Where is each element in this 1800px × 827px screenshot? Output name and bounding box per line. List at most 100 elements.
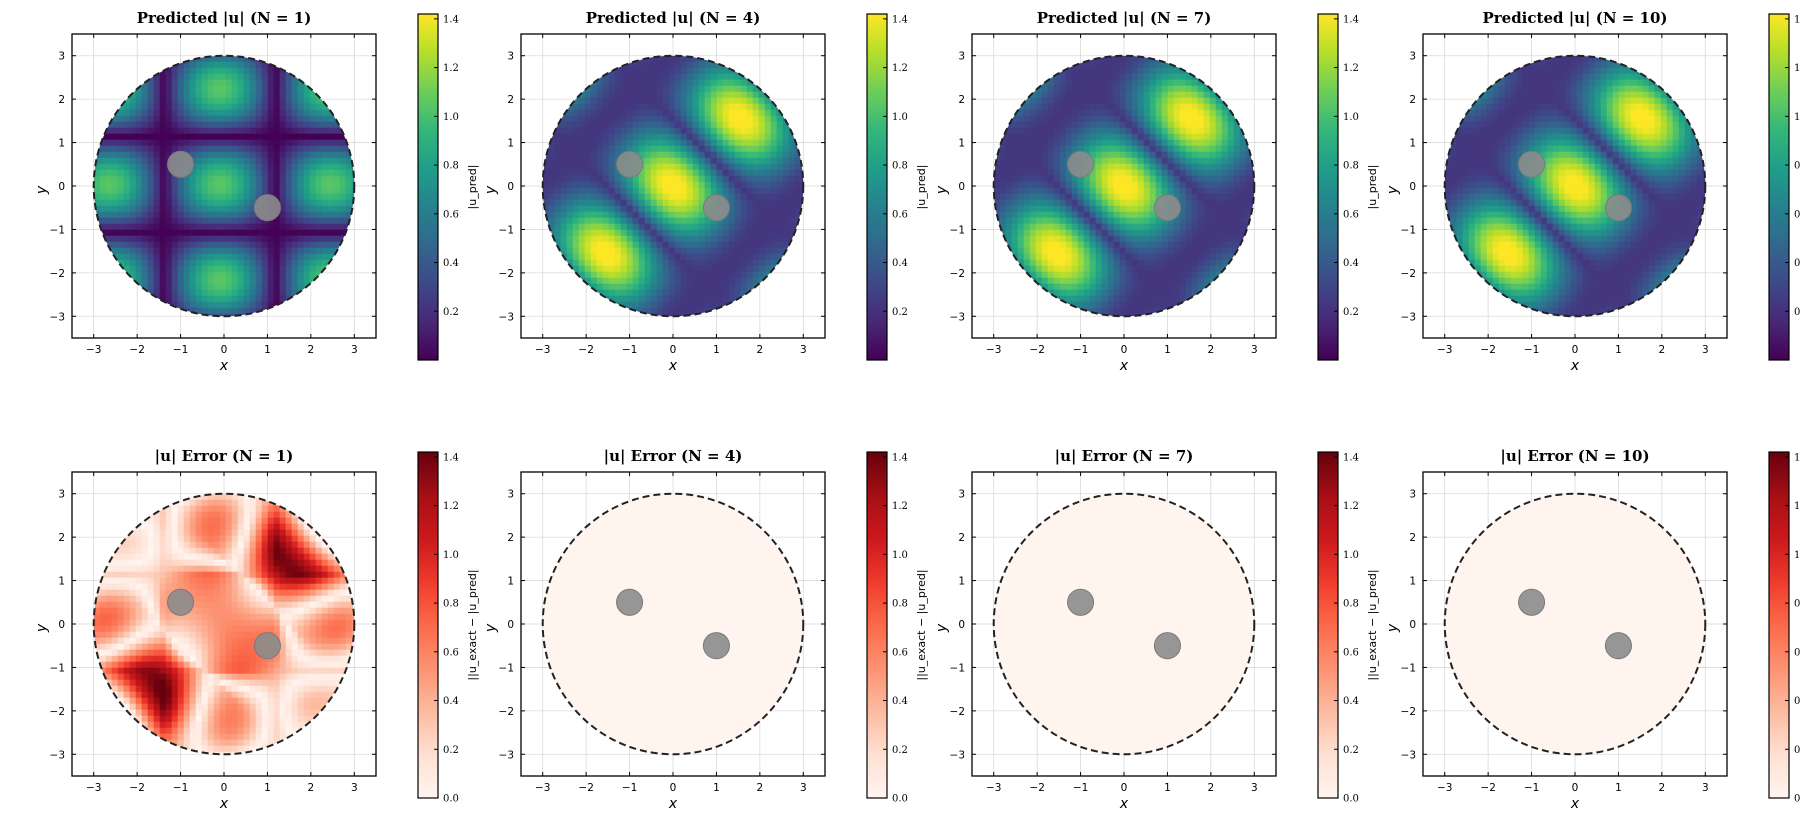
field-cell <box>1047 283 1055 291</box>
field-cell <box>572 103 580 111</box>
field-cell <box>656 187 664 195</box>
field-cell <box>740 217 748 225</box>
field-cell <box>560 259 568 267</box>
field-cell <box>153 223 161 231</box>
field-cell <box>315 97 323 105</box>
field-cell <box>1101 211 1109 219</box>
field-cell <box>746 313 754 317</box>
field-cell <box>1119 139 1127 147</box>
field-cell <box>656 313 664 317</box>
field-cell <box>578 133 586 141</box>
field-cell <box>794 181 802 189</box>
field-cell <box>644 73 652 81</box>
field-cell <box>183 175 191 183</box>
field-cell <box>123 313 131 317</box>
field-cell <box>668 187 676 195</box>
field-cell <box>1083 301 1091 309</box>
field-cell <box>237 181 245 189</box>
field-cell <box>794 127 802 135</box>
field-cell <box>147 109 155 117</box>
field-cell <box>662 133 670 141</box>
field-cell <box>207 67 215 75</box>
field-cell <box>321 175 329 183</box>
field-cell <box>548 259 556 267</box>
field-cell <box>728 235 736 243</box>
field-cell <box>734 229 742 237</box>
field-cell <box>644 187 652 195</box>
field-cell <box>237 199 245 207</box>
field-cell <box>279 103 287 111</box>
field-cell <box>710 253 718 261</box>
field-cell <box>1101 205 1109 213</box>
field-cell <box>1071 79 1079 87</box>
field-cell <box>602 181 610 189</box>
field-cell <box>800 211 804 219</box>
field-cell <box>632 193 640 201</box>
field-cell <box>1089 193 1097 201</box>
field-cell <box>1101 193 1109 201</box>
field-cell <box>225 145 233 153</box>
field-cell <box>686 103 694 111</box>
field-cell <box>237 133 245 141</box>
field-cell <box>261 259 269 267</box>
field-cell <box>237 241 245 249</box>
field-cell <box>1095 61 1103 69</box>
field-cell <box>1095 85 1103 93</box>
field-cell <box>1095 217 1103 225</box>
field-cell <box>999 169 1007 177</box>
field-cell <box>692 73 700 81</box>
field-cell <box>1113 181 1121 189</box>
field-cell <box>1077 295 1085 303</box>
field-cell <box>794 85 802 93</box>
field-cell <box>327 241 335 249</box>
field-cell <box>225 223 233 231</box>
field-cell <box>662 103 670 111</box>
field-cell <box>740 163 748 171</box>
field-cell <box>1077 61 1085 69</box>
field-cell <box>153 265 161 273</box>
x-tick-label: 1 <box>264 344 271 356</box>
field-cell <box>668 295 676 303</box>
field-cell <box>1041 217 1049 225</box>
field-cell <box>237 169 245 177</box>
field-cell <box>542 187 550 195</box>
field-cell <box>177 145 185 153</box>
field-cell <box>728 229 736 237</box>
field-cell <box>788 259 796 267</box>
field-cell <box>638 169 646 177</box>
field-cell <box>692 163 700 171</box>
field-cell <box>123 247 131 255</box>
field-cell <box>195 73 203 81</box>
field-cell <box>285 169 293 177</box>
field-cell <box>255 103 263 111</box>
field-cell <box>740 247 748 255</box>
field-cell <box>183 277 191 285</box>
field-cell <box>704 133 712 141</box>
field-cell <box>285 253 293 261</box>
field-cell <box>339 181 347 189</box>
field-cell <box>782 295 790 303</box>
field-cell <box>141 115 149 123</box>
field-cell <box>1107 223 1115 231</box>
field-cell <box>1113 175 1121 183</box>
field-cell <box>1053 139 1061 147</box>
field-cell <box>219 79 227 87</box>
field-cell <box>560 163 568 171</box>
field-cell <box>650 67 658 75</box>
field-cell <box>297 277 305 285</box>
field-cell <box>686 109 694 117</box>
field-cell <box>758 241 766 249</box>
field-cell <box>207 289 215 297</box>
field-cell <box>686 301 694 309</box>
field-cell <box>213 211 221 219</box>
field-cell <box>1053 193 1061 201</box>
field-cell <box>614 133 622 141</box>
field-cell <box>722 127 730 135</box>
field-cell <box>698 277 706 285</box>
field-cell <box>1035 169 1043 177</box>
field-cell <box>602 235 610 243</box>
field-cell <box>746 67 754 75</box>
field-cell <box>554 199 562 207</box>
field-cell <box>1101 61 1109 69</box>
field-cell <box>620 67 628 75</box>
